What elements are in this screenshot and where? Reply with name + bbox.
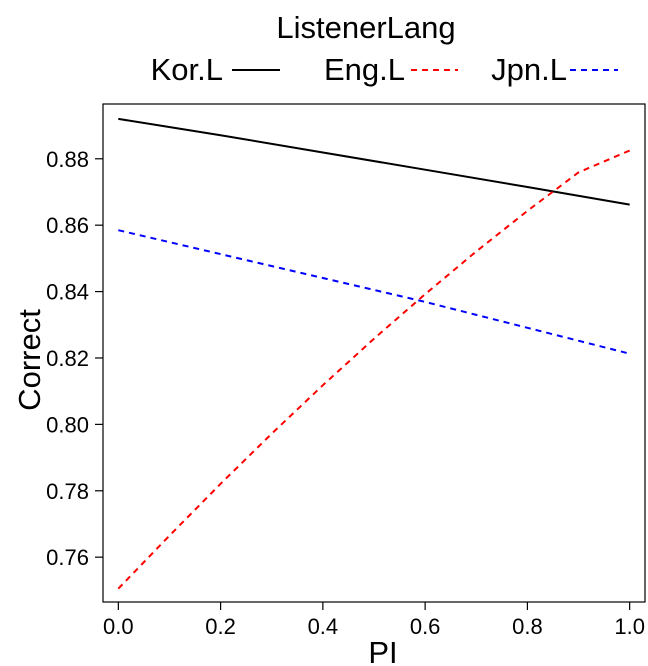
x-axis-label: PI xyxy=(368,635,397,666)
x-tick-label: 0.0 xyxy=(103,614,134,639)
series-line-eng-l xyxy=(117,149,631,590)
y-tick-label: 0.84 xyxy=(46,280,89,305)
legend-label: Eng.L xyxy=(324,52,405,87)
y-axis: 0.76 0.78 0.80 0.82 0.84 0.86 0.88 xyxy=(46,147,103,570)
y-tick-label: 0.86 xyxy=(46,213,89,238)
series-line-kor-l xyxy=(118,117,630,206)
legend-title: ListenerLang xyxy=(276,10,455,45)
y-tick-label: 0.82 xyxy=(46,346,89,371)
legend-label: Kor.L xyxy=(151,52,223,87)
y-tick-label: 0.78 xyxy=(46,479,89,504)
x-axis: 0.0 0.2 0.4 0.6 0.8 1.0 xyxy=(103,602,645,639)
x-tick-label: 1.0 xyxy=(614,614,645,639)
x-tick-label: 0.4 xyxy=(308,614,339,639)
plot-frame xyxy=(102,103,646,603)
y-tick-label: 0.88 xyxy=(46,147,89,172)
legend: Kor.L Eng.L Jpn.L xyxy=(151,52,618,87)
y-tick-label: 0.76 xyxy=(46,545,89,570)
x-tick-label: 0.8 xyxy=(512,614,543,639)
series-line-jpn-l xyxy=(118,229,630,355)
legend-label: Jpn.L xyxy=(491,52,567,87)
x-tick-label: 0.2 xyxy=(205,614,236,639)
x-tick-label: 0.6 xyxy=(410,614,441,639)
y-axis-label: Correct xyxy=(12,309,47,411)
y-tick-label: 0.80 xyxy=(46,412,89,437)
series-layer xyxy=(117,117,631,590)
